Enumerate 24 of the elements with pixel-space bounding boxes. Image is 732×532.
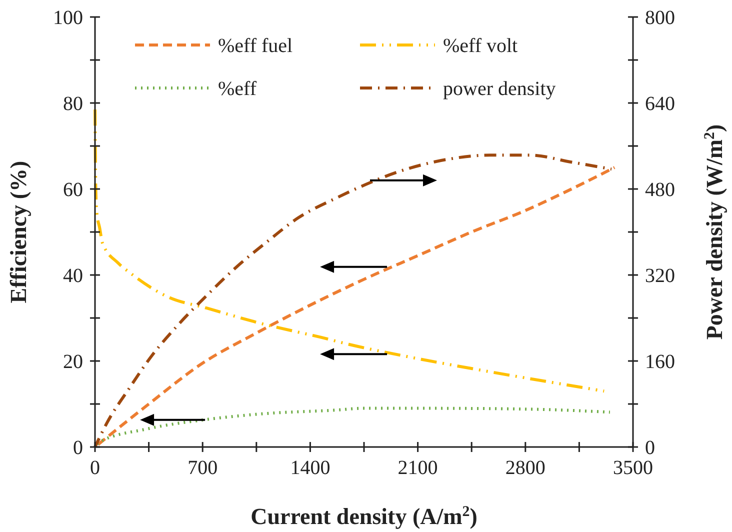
y-tick-label: 20 [63, 351, 83, 373]
y-tick-label: 0 [73, 437, 83, 459]
y-tick-label: 40 [63, 265, 83, 287]
y2-tick-label: 0 [645, 437, 655, 459]
y-tick-label: 60 [63, 179, 83, 201]
x-axis-title: Current density (A/m$^{2}$) [250, 504, 478, 529]
legend-label: %eff volt [443, 35, 518, 57]
legend-label: %eff [218, 78, 257, 100]
y2-tick-label: 160 [645, 351, 675, 373]
y2-tick-label: 480 [645, 179, 675, 201]
legend-label: %eff fuel [218, 35, 294, 57]
x-tick-label: 3500 [613, 457, 653, 479]
x-tick-label: 700 [188, 457, 218, 479]
y2-tick-label: 640 [645, 93, 675, 115]
x-tick-label: 1400 [290, 457, 330, 479]
legend-label: power density [443, 78, 556, 100]
y-tick-label: 80 [63, 93, 83, 115]
y-tick-label: 100 [53, 7, 83, 29]
x-tick-label: 2800 [505, 457, 546, 479]
y2-tick-label: 320 [645, 265, 675, 287]
x-tick-label: 2100 [398, 457, 438, 479]
x-tick-label: 0 [90, 457, 100, 479]
y2-tick-label: 800 [645, 7, 675, 29]
y-axis-title: Efficiency (%) [6, 160, 31, 304]
